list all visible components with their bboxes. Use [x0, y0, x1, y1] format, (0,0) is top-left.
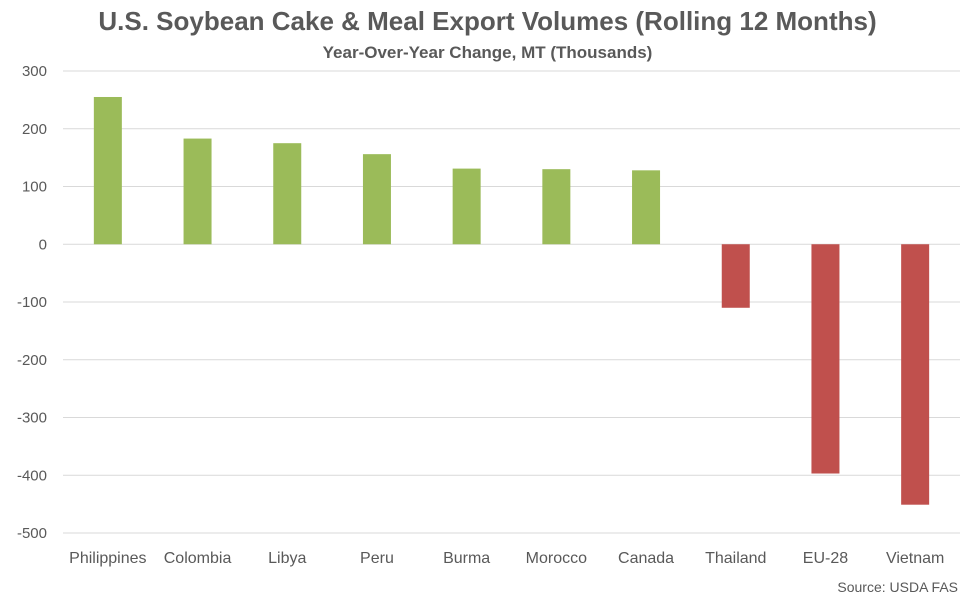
x-tick-label: Libya: [268, 550, 306, 567]
y-tick-label: -500: [17, 525, 47, 542]
source-note: Source: USDA FAS: [837, 579, 958, 595]
x-tick-label: Morocco: [526, 550, 587, 567]
bar: [273, 143, 302, 245]
y-tick-label: 100: [22, 179, 47, 196]
bar: [452, 168, 481, 245]
chart-title: U.S. Soybean Cake & Meal Export Volumes …: [98, 6, 877, 36]
y-tick-label: -400: [17, 467, 47, 484]
bar: [811, 244, 840, 474]
x-tick-label: Burma: [443, 550, 490, 567]
x-tick-label: Thailand: [705, 550, 766, 567]
chart-subtitle: Year-Over-Year Change, MT (Thousands): [322, 43, 653, 62]
bar: [183, 138, 212, 245]
y-tick-label: 300: [22, 63, 47, 80]
bar: [93, 96, 122, 245]
bar: [901, 244, 930, 505]
y-tick-label: -300: [17, 410, 47, 427]
bar: [632, 170, 661, 245]
bar: [542, 169, 571, 245]
x-tick-label: Vietnam: [886, 550, 944, 567]
y-tick-label: 0: [39, 236, 47, 253]
y-tick-label: -100: [17, 294, 47, 311]
x-tick-label: EU-28: [803, 550, 848, 567]
x-tick-label: Canada: [618, 550, 674, 567]
y-tick-label: 200: [22, 121, 47, 138]
x-tick-label: Philippines: [69, 550, 146, 567]
bar: [362, 154, 391, 245]
y-tick-label: -200: [17, 352, 47, 369]
x-tick-label: Peru: [360, 550, 394, 567]
bar: [721, 244, 750, 308]
x-tick-label: Colombia: [164, 550, 232, 567]
